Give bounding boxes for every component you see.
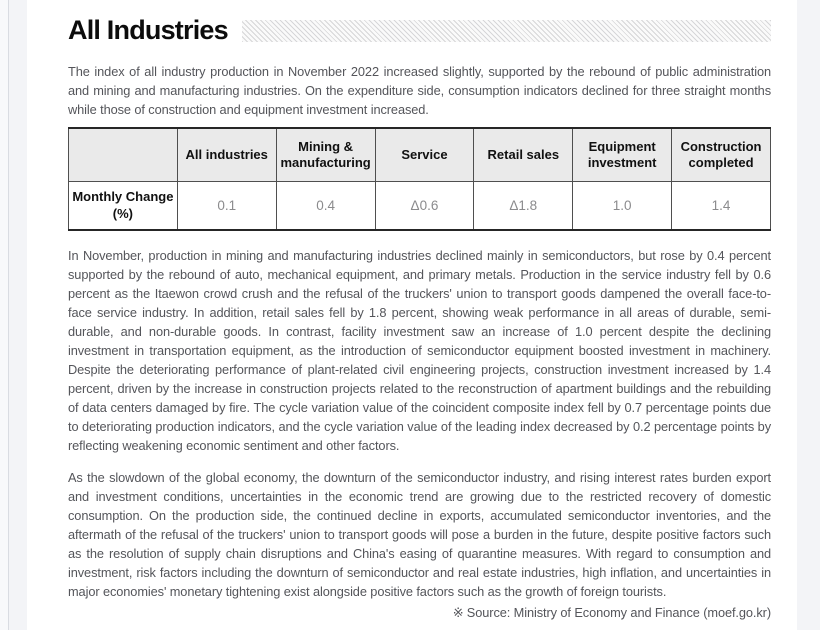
value-retail-sales: Δ1.8 — [473, 181, 574, 231]
outlook-paragraph: As the slowdown of the global economy, t… — [68, 470, 771, 599]
column-header-mining-manufacturing: Mining & manufacturing — [275, 127, 376, 182]
column-header-all-industries: All industries — [176, 127, 277, 182]
table-header-row: All industries Mining & manufacturing Se… — [68, 127, 771, 182]
column-header-retail-sales: Retail sales — [473, 127, 574, 182]
intro-paragraph: The index of all industry production in … — [68, 64, 771, 117]
column-header-construction-completed: Construction completed — [671, 127, 771, 182]
column-header-service: Service — [374, 127, 475, 182]
title-hatch-decoration — [241, 20, 771, 42]
table-row-monthly-change: Monthly Change (%) 0.1 0.4 Δ0.6 Δ1.8 1.0… — [68, 181, 771, 231]
column-header-equipment-investment: Equipment investment — [572, 127, 673, 182]
page-title: All Industries — [68, 14, 229, 45]
value-mining-manufacturing: 0.4 — [275, 181, 376, 231]
value-service: Δ0.6 — [374, 181, 475, 231]
title-row: All Industries — [68, 12, 771, 48]
monthly-change-table: All industries Mining & manufacturing Se… — [68, 127, 771, 231]
report-content: All Industries The index of all industry… — [27, 0, 797, 622]
left-edge-strip — [0, 0, 9, 630]
value-construction-completed: 1.4 — [671, 181, 771, 231]
source-note: ※ Source: Ministry of Economy and Financ… — [452, 605, 771, 620]
value-all-industries: 0.1 — [176, 181, 277, 231]
row-header-monthly-change: Monthly Change (%) — [68, 181, 178, 231]
report-card: All Industries The index of all industry… — [27, 0, 797, 630]
value-equipment-investment: 1.0 — [572, 181, 673, 231]
analysis-paragraph: In November, production in mining and ma… — [68, 248, 771, 453]
corner-blank-cell — [68, 127, 178, 182]
